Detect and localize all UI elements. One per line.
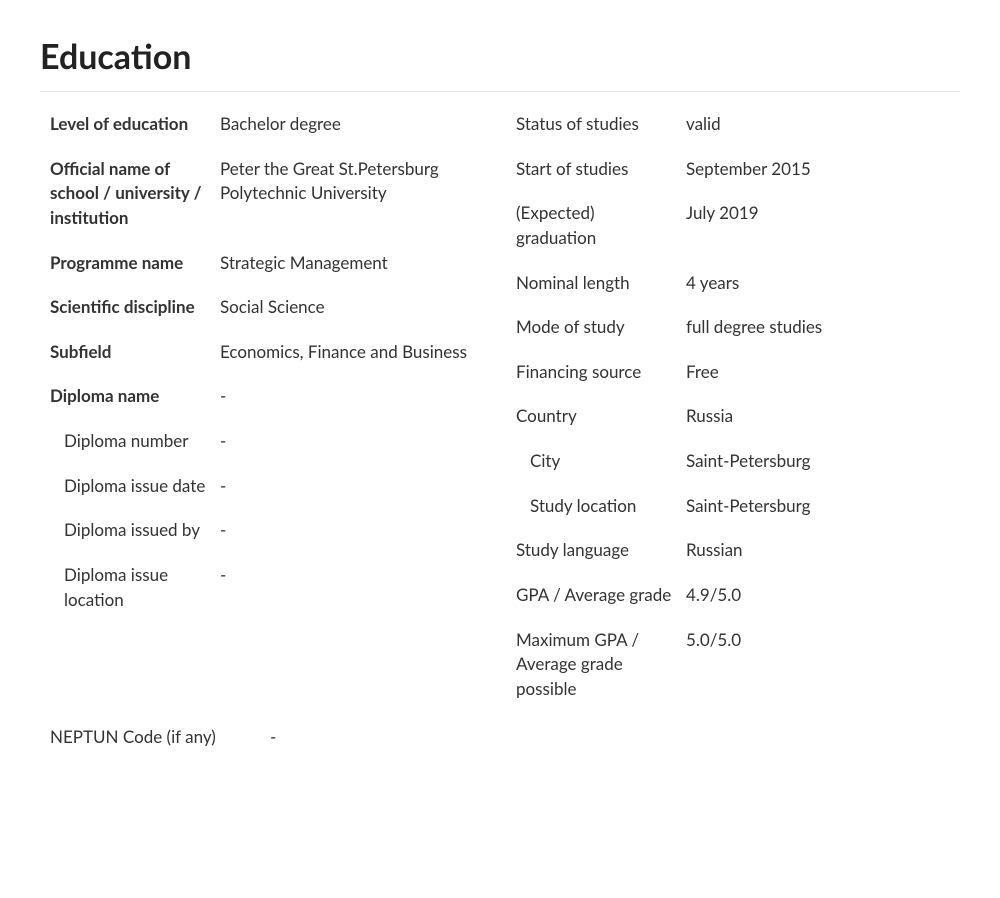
two-column-layout: Level of educationBachelor degreeOfficia… (40, 102, 960, 712)
field-label: Official name of school / university / i… (50, 157, 220, 231)
neptun-value: - (270, 726, 276, 747)
field-value: full degree studies (686, 315, 950, 340)
right_column-row-maximum-gpa-average-grade-possible: Maximum GPA / Average grade possible5.0/… (516, 618, 950, 712)
field-value: Saint-Petersburg (686, 449, 950, 474)
field-value: - (220, 563, 484, 588)
field-value: Saint-Petersburg (686, 494, 950, 519)
left_column-row-level-of-education: Level of educationBachelor degree (50, 102, 484, 147)
left_column-row-programme-name: Programme nameStrategic Management (50, 241, 484, 286)
field-label: Diploma name (50, 384, 220, 409)
right_column-row-expected-graduation: (Expected) graduationJuly 2019 (516, 191, 950, 260)
field-value: Peter the Great St.Petersburg Polytechni… (220, 157, 484, 206)
field-label: Maximum GPA / Average grade possible (516, 628, 686, 702)
field-value: Bachelor degree (220, 112, 484, 137)
field-value: - (220, 384, 484, 409)
left-column: Level of educationBachelor degreeOfficia… (50, 102, 484, 712)
field-label: Scientific discipline (50, 295, 220, 320)
field-value: - (220, 518, 484, 543)
education-section: Education Level of educationBachelor deg… (0, 0, 1000, 787)
field-value: 4.9/5.0 (686, 583, 950, 608)
field-value: Russia (686, 404, 950, 429)
field-value: 5.0/5.0 (686, 628, 950, 653)
right_column-row-nominal-length: Nominal length4 years (516, 261, 950, 306)
left_column-row-subfield: SubfieldEconomics, Finance and Business (50, 330, 484, 375)
field-value: - (220, 474, 484, 499)
field-value: September 2015 (686, 157, 950, 182)
field-label: Start of studies (516, 157, 686, 182)
field-label: Status of studies (516, 112, 686, 137)
right_column-row-status-of-studies: Status of studiesvalid (516, 102, 950, 147)
field-label: Programme name (50, 251, 220, 276)
field-label: Country (516, 404, 686, 429)
right_column-row-gpa-average-grade: GPA / Average grade4.9/5.0 (516, 573, 950, 618)
field-value: Free (686, 360, 950, 385)
field-label: (Expected) graduation (516, 201, 686, 250)
field-label: Mode of study (516, 315, 686, 340)
field-label: Diploma issue date (50, 474, 220, 499)
field-value: 4 years (686, 271, 950, 296)
left_column-row-official-name-of-school-university-institution: Official name of school / university / i… (50, 147, 484, 241)
left_column-row-diploma-name: Diploma name- (50, 374, 484, 419)
field-label: Study language (516, 538, 686, 563)
right_column-row-start-of-studies: Start of studiesSeptember 2015 (516, 147, 950, 192)
section-title: Education (40, 36, 960, 77)
left_column-row-scientific-discipline: Scientific disciplineSocial Science (50, 285, 484, 330)
left_column-row-diploma-issue-location: Diploma issue location- (50, 553, 484, 622)
field-value: Economics, Finance and Business (220, 340, 484, 365)
field-value: Strategic Management (220, 251, 484, 276)
field-value: Russian (686, 538, 950, 563)
field-label: Subfield (50, 340, 220, 365)
right_column-row-study-language: Study languageRussian (516, 528, 950, 573)
field-label: City (516, 449, 686, 474)
right_column-row-financing-source: Financing sourceFree (516, 350, 950, 395)
right_column-row-mode-of-study: Mode of studyfull degree studies (516, 305, 950, 350)
field-label: Study location (516, 494, 686, 519)
section-divider (40, 91, 960, 92)
field-label: Diploma issue location (50, 563, 220, 612)
left_column-row-diploma-issued-by: Diploma issued by- (50, 508, 484, 553)
field-label: Nominal length (516, 271, 686, 296)
left_column-row-diploma-number: Diploma number- (50, 419, 484, 464)
field-label: Financing source (516, 360, 686, 385)
field-label: Level of education (50, 112, 220, 137)
right_column-row-study-location: Study locationSaint-Petersburg (516, 484, 950, 529)
neptun-row: NEPTUN Code (if any) - (40, 712, 960, 747)
field-label: Diploma number (50, 429, 220, 454)
right_column-row-city: CitySaint-Petersburg (516, 439, 950, 484)
left_column-row-diploma-issue-date: Diploma issue date- (50, 464, 484, 509)
field-label: GPA / Average grade (516, 583, 686, 608)
right-column: Status of studiesvalidStart of studiesSe… (516, 102, 950, 712)
field-value: - (220, 429, 484, 454)
field-label: Diploma issued by (50, 518, 220, 543)
field-value: valid (686, 112, 950, 137)
neptun-label: NEPTUN Code (if any) (50, 726, 270, 747)
field-value: July 2019 (686, 201, 950, 226)
right_column-row-country: CountryRussia (516, 394, 950, 439)
field-value: Social Science (220, 295, 484, 320)
